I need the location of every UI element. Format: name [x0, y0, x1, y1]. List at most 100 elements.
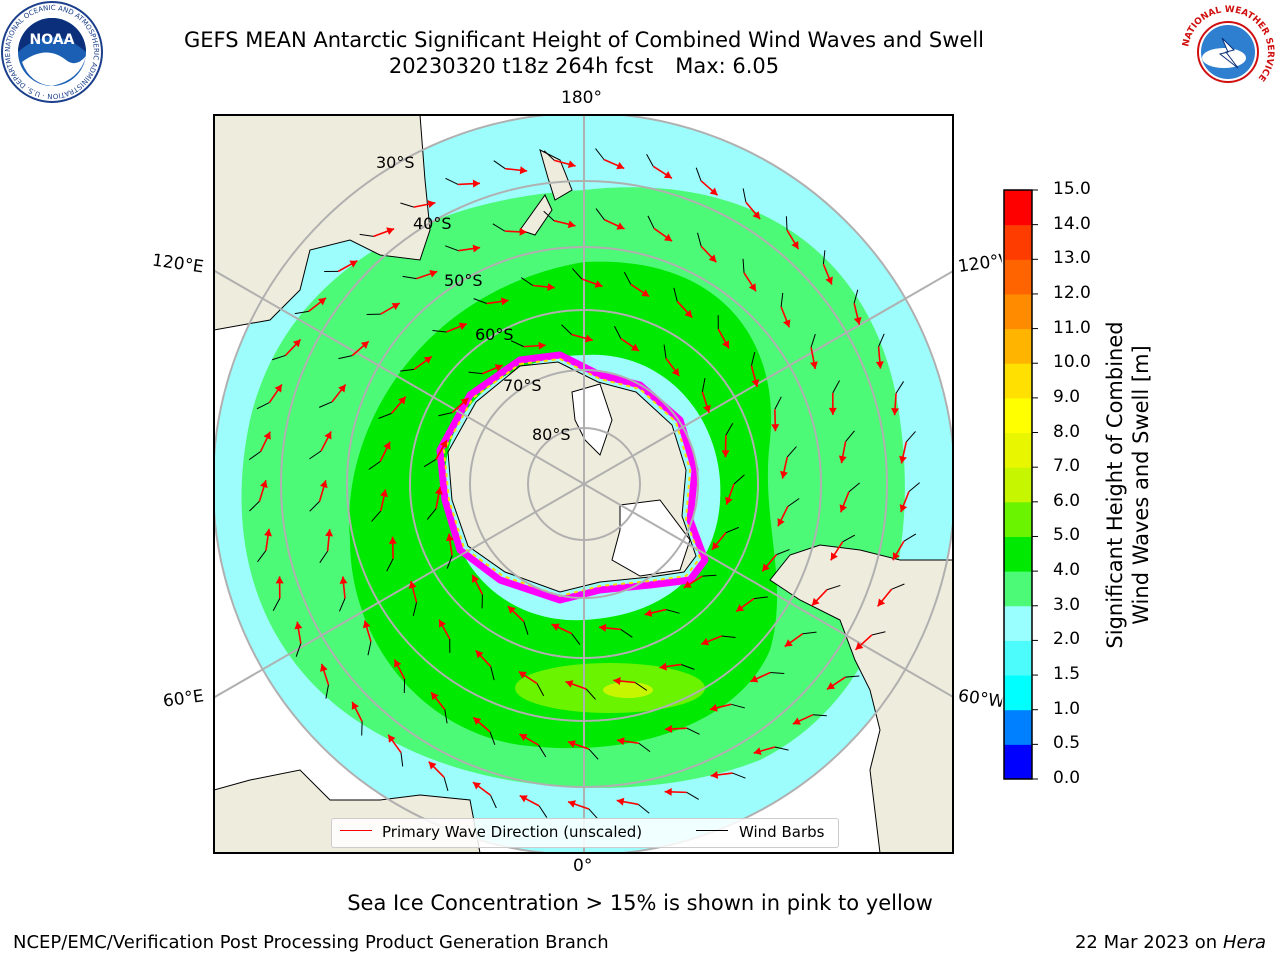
max-value: Max: 6.05 — [675, 54, 780, 78]
wave-arrow-head — [394, 659, 402, 668]
wind-barb — [638, 804, 650, 814]
wave-arrow-head — [263, 431, 271, 440]
wind-barb — [878, 333, 885, 347]
wave-arrow-head — [339, 576, 348, 584]
wind-barb — [473, 298, 487, 304]
wind-barb — [490, 795, 497, 809]
wind-barb — [702, 574, 717, 577]
colorbar-swatch — [1004, 328, 1032, 364]
wave-arrow-head — [551, 623, 560, 631]
colorbar-tick-label: 13.0 — [1053, 248, 1091, 269]
wave-arrow-head — [616, 797, 625, 806]
wind-barb — [647, 215, 655, 229]
wind-barb — [493, 160, 506, 170]
wave-arrow-head — [891, 407, 900, 416]
wind-barb — [368, 461, 381, 470]
wind-barb — [318, 401, 333, 408]
wind-barb — [257, 550, 267, 563]
wave-arrow-head — [825, 276, 833, 285]
lat-label-40s: 40°S — [413, 214, 452, 233]
wave-arrow-head — [855, 642, 864, 650]
wave-arrow-head — [471, 574, 480, 583]
colorbar-tick-label: 3.0 — [1053, 594, 1081, 615]
wind-barb — [786, 446, 797, 458]
wave-arrow-head — [782, 319, 791, 328]
wave-arrow-head — [473, 717, 482, 725]
wave-arrow-head — [518, 671, 527, 679]
wind-barb-swatch — [696, 830, 728, 831]
wave-arrow-head — [753, 747, 762, 755]
lat-label-30s: 30°S — [376, 153, 415, 172]
wind-barb — [725, 526, 740, 534]
wind-barb — [853, 289, 859, 304]
colorbar-tick-label: 5.0 — [1053, 525, 1081, 546]
colorbar-swatch — [1004, 432, 1032, 468]
colorbar-swatch — [1004, 224, 1032, 260]
wave-arrow-head — [567, 740, 576, 748]
wind-barb — [903, 533, 917, 542]
wind-barb — [523, 621, 529, 635]
wind-barb — [492, 223, 506, 232]
wind-barb — [561, 324, 572, 335]
wind-barb — [753, 596, 768, 600]
wave-arrow-head — [791, 240, 799, 250]
wave-arrow-head — [722, 340, 730, 349]
wind-barb — [386, 558, 394, 572]
wind-barb — [686, 791, 699, 800]
wave-arrow-head — [811, 597, 820, 606]
wind-barb — [412, 602, 418, 617]
colorbar-swatch — [1004, 640, 1032, 676]
noaa-logo: NATIONAL OCEANIC AND ATMOSPHERIC ADMINIS… — [0, 0, 103, 103]
wave-arrow-head — [362, 620, 371, 629]
wave-arrow-head — [388, 734, 396, 743]
polar-map — [214, 115, 953, 853]
wave-arrow-head — [810, 361, 818, 369]
wave-arrow-head — [324, 431, 332, 440]
wind-barb — [634, 682, 648, 691]
wave-arrow-head — [458, 322, 467, 331]
credit-line: NCEP/EMC/Verification Post Processing Pr… — [13, 932, 609, 953]
wind-barb — [572, 268, 583, 280]
colorbar-tick-label: 2.0 — [1053, 629, 1081, 650]
wave-arrow-head — [750, 675, 759, 683]
wave-arrow-head — [428, 761, 437, 770]
colorbar-swatch — [1004, 363, 1032, 399]
wind-barb — [378, 412, 392, 419]
wind-barb — [319, 550, 329, 563]
wave-arrow-head — [519, 795, 528, 803]
wave-arrow-head — [351, 701, 359, 710]
wind-barb — [443, 777, 449, 791]
wave-arrow-head — [338, 384, 346, 393]
wave-arrow-head — [429, 269, 438, 278]
wave-arrow-head — [383, 441, 391, 450]
wave-arrow-head — [830, 552, 838, 561]
wave-arrow-head — [434, 487, 443, 495]
wave-arrow-head — [839, 504, 848, 513]
wave-arrow-head — [792, 717, 801, 725]
wind-barb — [742, 188, 747, 203]
wave-arrow-head — [899, 455, 907, 464]
wind-barb — [787, 498, 800, 507]
map-legend: Primary Wave Direction (unscaled) Wind B… — [331, 818, 839, 848]
wave-arrow-head — [568, 800, 576, 808]
wave-arrow-head — [318, 297, 326, 306]
chart-title: GEFS MEAN Antarctic Significant Height o… — [183, 28, 985, 52]
wind-barb — [832, 380, 840, 394]
wind-barb — [445, 245, 459, 252]
wind-barb — [721, 635, 736, 639]
wave-arrow-head — [671, 368, 680, 377]
colorbar-tick-label: 0.0 — [1053, 768, 1081, 788]
wind-barb — [400, 368, 415, 372]
wind-barb — [325, 684, 329, 699]
wind-barb — [426, 508, 437, 520]
wind-barb — [400, 752, 404, 767]
land-new-zealand-inner — [519, 149, 573, 236]
wind-barb — [646, 153, 654, 167]
wind-barb — [802, 631, 817, 635]
wave-arrow-head — [853, 316, 862, 325]
wind-barb — [845, 430, 855, 442]
colorbar-tick-label: 10.0 — [1053, 352, 1091, 373]
wind-barb — [272, 598, 281, 611]
wave-arrow-head — [684, 309, 693, 318]
